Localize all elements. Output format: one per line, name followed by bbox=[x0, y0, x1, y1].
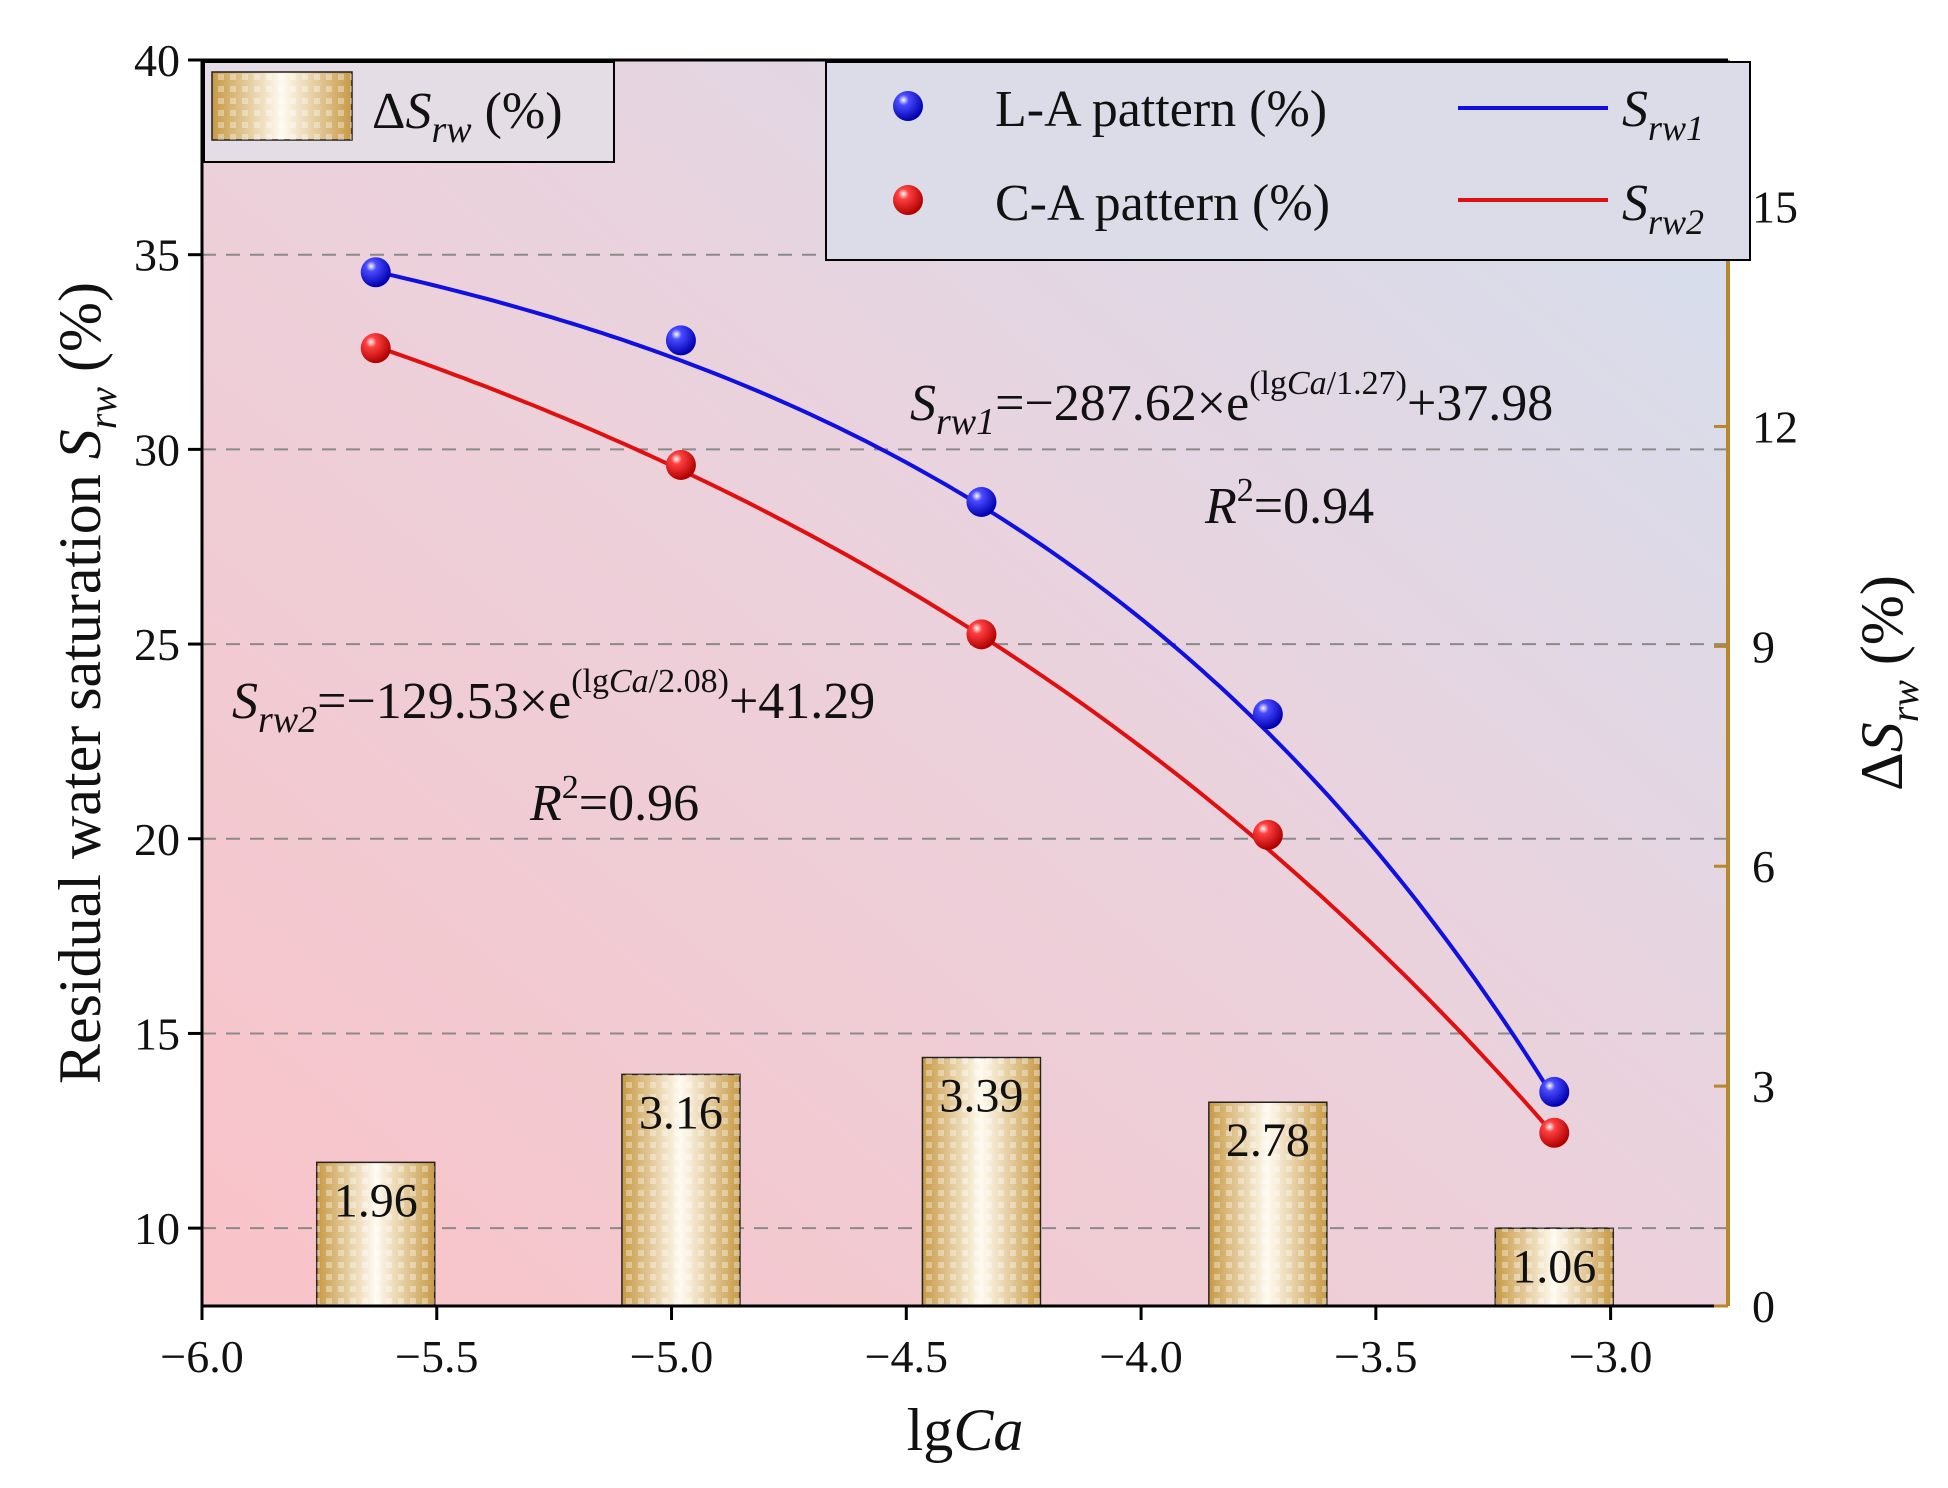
legend-bar-swatch-texture bbox=[212, 72, 352, 140]
bar-delta-texture-2 bbox=[621, 1074, 740, 1306]
y2-tick-label-0: 0 bbox=[1752, 1281, 1775, 1332]
y2-tick-label-4: 12 bbox=[1752, 401, 1798, 452]
bar-value-label-5: 1.06 bbox=[1512, 1240, 1596, 1293]
bar-value-label-2: 3.16 bbox=[639, 1086, 723, 1139]
legend-bar: ΔSrw (%) bbox=[203, 61, 615, 163]
bar-delta-texture-5 bbox=[1495, 1228, 1614, 1306]
y-axis-title: Residual water saturation Srw (%) bbox=[47, 282, 125, 1084]
r2-srw1-text: R2=0.94 bbox=[1204, 472, 1374, 535]
point-ca-1 bbox=[360, 333, 391, 364]
r2-srw2-text: R2=0.96 bbox=[529, 769, 699, 832]
x-ticks: −6.0 −5.5 −5.0 −4.5 −4.0 −3.5 −3.0 bbox=[160, 1306, 1652, 1382]
legend-label-la: L-A pattern (%) bbox=[995, 81, 1327, 138]
equation-srw2-text: Srw2=−129.53×e(lgCa/2.08)+41.29 bbox=[232, 663, 875, 741]
legend-series: L-A pattern (%) C-A pattern (%) Srw1 Srw… bbox=[825, 61, 1751, 261]
legend-series-box bbox=[825, 61, 1751, 261]
point-ca-3 bbox=[966, 619, 997, 650]
equation-srw1-text: Srw1=−287.62×e(lgCa/1.27)+37.98 bbox=[910, 365, 1553, 443]
equation-srw2: Srw2=−129.53×e(lgCa/2.08)+41.29 R2=0.96 bbox=[232, 663, 875, 832]
y2-tick-label-2: 6 bbox=[1752, 841, 1775, 892]
bar-delta-texture-1 bbox=[316, 1162, 435, 1306]
y-tick-label-5: 35 bbox=[134, 230, 180, 281]
point-ca-4 bbox=[1252, 819, 1283, 850]
point-la-1 bbox=[360, 257, 391, 288]
x-tick-label-5: −3.5 bbox=[1334, 1331, 1417, 1382]
y2-ticks: 0 3 6 9 12 15 bbox=[1714, 182, 1798, 1332]
y-tick-label-1: 15 bbox=[134, 1008, 180, 1059]
legend-marker-ca bbox=[893, 185, 923, 215]
point-ca-5 bbox=[1539, 1117, 1570, 1148]
y-ticks: 10 15 20 25 30 35 40 bbox=[134, 35, 202, 1254]
point-la-2 bbox=[665, 325, 696, 356]
x-tick-label-1: −5.5 bbox=[395, 1331, 478, 1382]
y-tick-label-6: 40 bbox=[134, 35, 180, 86]
delta-bars: 1.96 3.16 3.39 2.78 1.06 bbox=[315, 1056, 1615, 1307]
y2-tick-label-5: 15 bbox=[1752, 182, 1798, 233]
y-tick-label-3: 25 bbox=[134, 619, 180, 670]
legend-label-ca: C-A pattern (%) bbox=[995, 175, 1330, 232]
legend-bar-label: ΔSrw (%) bbox=[372, 83, 563, 151]
legend-marker-la bbox=[893, 91, 923, 121]
x-tick-label-4: −4.0 bbox=[1099, 1331, 1182, 1382]
fit-curves bbox=[375, 269, 1556, 1137]
y-tick-label-4: 30 bbox=[134, 424, 180, 475]
legend-label-srw2: Srw2 bbox=[1622, 175, 1704, 242]
point-ca-2 bbox=[665, 449, 696, 480]
legend-label-srw1: Srw1 bbox=[1622, 81, 1704, 148]
point-la-5 bbox=[1539, 1076, 1570, 1107]
y2-axis-title: ΔSrw (%) bbox=[1849, 575, 1927, 791]
x-tick-label-0: −6.0 bbox=[160, 1331, 243, 1382]
point-la-3 bbox=[966, 486, 997, 517]
x-tick-label-6: −3.0 bbox=[1569, 1331, 1652, 1382]
y-tick-label-2: 20 bbox=[134, 814, 180, 865]
bar-value-label-1: 1.96 bbox=[334, 1174, 418, 1227]
y-tick-label-0: 10 bbox=[134, 1203, 180, 1254]
y2-tick-label-3: 9 bbox=[1752, 621, 1775, 672]
fit-curve-rw2 bbox=[375, 344, 1556, 1137]
x-axis-title: lgCa bbox=[907, 1397, 1024, 1463]
point-la-4 bbox=[1252, 699, 1283, 730]
bar-delta-texture-4 bbox=[1208, 1102, 1327, 1306]
x-tick-label-2: −5.0 bbox=[630, 1331, 713, 1382]
x-tick-label-3: −4.5 bbox=[865, 1331, 948, 1382]
fit-curve-rw1 bbox=[375, 269, 1556, 1100]
scatter-points bbox=[360, 257, 1570, 1148]
y2-tick-label-1: 3 bbox=[1752, 1061, 1775, 1112]
equation-srw1: Srw1=−287.62×e(lgCa/1.27)+37.98 R2=0.94 bbox=[910, 365, 1553, 535]
bar-value-label-3: 3.39 bbox=[939, 1070, 1023, 1123]
bar-delta-texture-3 bbox=[922, 1057, 1041, 1306]
bar-value-label-4: 2.78 bbox=[1226, 1114, 1310, 1167]
